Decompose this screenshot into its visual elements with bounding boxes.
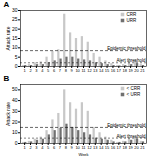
svg-text:20: 20 xyxy=(134,145,139,150)
svg-text:< URR: < URR xyxy=(127,92,141,97)
svg-text:3: 3 xyxy=(35,68,38,73)
svg-text:19: 19 xyxy=(128,68,133,73)
svg-text:25: 25 xyxy=(12,16,18,22)
svg-text:15: 15 xyxy=(105,68,110,73)
svg-text:13: 13 xyxy=(93,145,98,150)
svg-text:2: 2 xyxy=(29,145,32,150)
svg-text:40: 40 xyxy=(12,97,18,103)
svg-text:9: 9 xyxy=(71,145,74,150)
svg-text:4: 4 xyxy=(41,68,44,73)
svg-text:< CRR: < CRR xyxy=(127,86,141,91)
svg-text:5: 5 xyxy=(47,145,50,150)
svg-text:3: 3 xyxy=(35,145,38,150)
svg-text:18: 18 xyxy=(122,68,127,73)
svg-text:10: 10 xyxy=(12,129,18,135)
svg-text:0: 0 xyxy=(15,140,18,146)
svg-text:30: 30 xyxy=(12,108,18,114)
svg-text:9: 9 xyxy=(71,68,74,73)
svg-text:19: 19 xyxy=(128,145,133,150)
svg-text:5: 5 xyxy=(15,54,18,60)
svg-text:4: 4 xyxy=(41,145,44,150)
svg-text:Alert threshold: Alert threshold xyxy=(116,134,146,139)
svg-text:1: 1 xyxy=(24,145,27,150)
svg-text:21: 21 xyxy=(140,145,145,150)
svg-text:13: 13 xyxy=(93,68,98,73)
svg-text:11: 11 xyxy=(81,145,86,150)
svg-text:URR: URR xyxy=(127,18,137,23)
svg-text:12: 12 xyxy=(87,68,92,73)
svg-text:18: 18 xyxy=(122,145,127,150)
svg-text:10: 10 xyxy=(12,44,18,50)
svg-text:Attack rate: Attack rate xyxy=(5,102,11,126)
svg-text:A: A xyxy=(4,0,10,9)
svg-text:B: B xyxy=(4,74,10,83)
svg-text:14: 14 xyxy=(99,145,104,150)
svg-text:17: 17 xyxy=(117,68,122,73)
svg-text:20: 20 xyxy=(134,68,139,73)
svg-text:7: 7 xyxy=(59,145,62,150)
svg-text:15: 15 xyxy=(105,145,110,150)
svg-text:16: 16 xyxy=(111,68,116,73)
svg-text:12: 12 xyxy=(87,145,92,150)
svg-text:6: 6 xyxy=(53,145,56,150)
svg-text:Alert threshold: Alert threshold xyxy=(116,58,146,63)
svg-text:1: 1 xyxy=(24,68,27,73)
svg-text:20: 20 xyxy=(12,119,18,125)
svg-text:7: 7 xyxy=(59,68,62,73)
svg-text:5: 5 xyxy=(47,68,50,73)
svg-text:Week: Week xyxy=(78,152,88,157)
svg-text:14: 14 xyxy=(99,68,104,73)
svg-text:CRR: CRR xyxy=(127,12,137,17)
svg-text:8: 8 xyxy=(65,68,68,73)
svg-text:30: 30 xyxy=(12,7,18,13)
svg-text:20: 20 xyxy=(12,26,18,32)
svg-text:Epidemic threshold: Epidemic threshold xyxy=(107,46,146,51)
svg-text:2: 2 xyxy=(29,68,32,73)
svg-text:6: 6 xyxy=(53,68,56,73)
svg-text:0: 0 xyxy=(15,63,18,69)
svg-text:Epidemic threshold: Epidemic threshold xyxy=(107,123,146,128)
svg-text:17: 17 xyxy=(117,145,122,150)
svg-text:21: 21 xyxy=(140,68,145,73)
svg-text:10: 10 xyxy=(75,68,80,73)
svg-text:16: 16 xyxy=(111,145,116,150)
svg-text:11: 11 xyxy=(81,68,86,73)
svg-text:50: 50 xyxy=(12,86,18,92)
svg-text:Attack rate: Attack rate xyxy=(5,26,11,50)
svg-text:8: 8 xyxy=(65,145,68,150)
svg-text:15: 15 xyxy=(12,35,18,41)
svg-text:10: 10 xyxy=(75,145,80,150)
